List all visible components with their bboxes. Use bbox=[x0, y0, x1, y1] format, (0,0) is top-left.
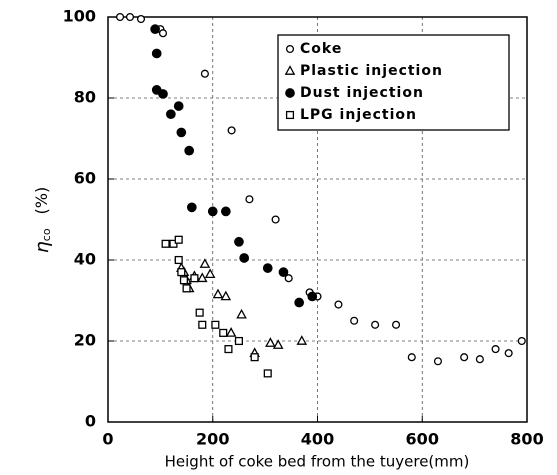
point bbox=[517, 336, 526, 346]
point bbox=[204, 268, 216, 279]
point bbox=[158, 29, 168, 38]
point bbox=[284, 274, 293, 283]
point bbox=[115, 12, 125, 22]
point bbox=[177, 268, 186, 277]
legend-box bbox=[277, 34, 510, 131]
point bbox=[200, 69, 209, 78]
point bbox=[186, 202, 197, 213]
point bbox=[407, 353, 416, 362]
point bbox=[219, 328, 228, 337]
point bbox=[211, 320, 220, 329]
point bbox=[184, 145, 195, 156]
x-tick-label: 0 bbox=[102, 430, 113, 449]
point bbox=[220, 206, 231, 217]
legend-marker bbox=[285, 88, 295, 98]
point bbox=[224, 345, 233, 354]
point bbox=[212, 288, 224, 299]
x-tick-label: 400 bbox=[301, 430, 334, 449]
point bbox=[234, 236, 244, 247]
point bbox=[504, 349, 513, 358]
point bbox=[161, 239, 170, 248]
point bbox=[433, 357, 443, 366]
plot-frame bbox=[107, 16, 528, 423]
point bbox=[460, 353, 469, 362]
y-tick-label: 20 bbox=[74, 331, 96, 350]
point bbox=[227, 126, 236, 135]
point bbox=[199, 258, 211, 268]
legend-label: Dust injection bbox=[300, 85, 424, 101]
point bbox=[278, 267, 289, 277]
point bbox=[272, 339, 284, 349]
y-tick-label: 60 bbox=[74, 169, 96, 188]
point bbox=[491, 345, 500, 354]
point bbox=[234, 336, 243, 346]
point bbox=[198, 320, 207, 329]
point bbox=[150, 24, 160, 35]
legend-label: LPG injection bbox=[300, 107, 417, 123]
point bbox=[294, 297, 305, 308]
point bbox=[475, 355, 484, 364]
point bbox=[265, 337, 276, 347]
y-tick-label: 40 bbox=[74, 250, 96, 269]
point bbox=[350, 316, 359, 325]
point bbox=[190, 274, 199, 283]
point bbox=[236, 308, 247, 319]
legend-label: Coke bbox=[300, 41, 342, 57]
x-axis-label: Height of coke bed from the tuyere(mm) bbox=[165, 453, 470, 471]
point bbox=[271, 215, 280, 224]
y-label-unit: (%) bbox=[32, 187, 51, 215]
point bbox=[195, 308, 204, 317]
y-axis-label: ηco (%) bbox=[31, 187, 54, 254]
point bbox=[166, 109, 176, 120]
legend-marker bbox=[284, 65, 296, 75]
point bbox=[250, 353, 259, 362]
point bbox=[245, 195, 254, 204]
point bbox=[239, 253, 250, 263]
point bbox=[176, 127, 187, 138]
point bbox=[174, 235, 183, 244]
point bbox=[158, 89, 168, 99]
point bbox=[179, 276, 188, 285]
y-label-symbol: η bbox=[31, 241, 53, 253]
y-tick-label: 100 bbox=[63, 7, 96, 26]
point bbox=[125, 12, 135, 22]
y-label-subscript: co bbox=[40, 228, 53, 241]
legend-marker bbox=[285, 110, 295, 120]
point bbox=[196, 272, 208, 283]
x-tick-label: 200 bbox=[196, 430, 229, 449]
point bbox=[182, 284, 191, 293]
legend-label: Plastic injection bbox=[300, 63, 443, 79]
point bbox=[173, 101, 184, 111]
point bbox=[207, 206, 218, 217]
point bbox=[334, 300, 343, 309]
point bbox=[151, 48, 162, 59]
point bbox=[174, 255, 183, 265]
y-tick-label: 80 bbox=[74, 88, 96, 107]
point bbox=[307, 291, 318, 302]
point bbox=[220, 290, 232, 301]
x-tick-label: 800 bbox=[510, 430, 543, 449]
point bbox=[296, 335, 308, 345]
point bbox=[262, 263, 273, 273]
point bbox=[371, 320, 380, 329]
x-tick-label: 600 bbox=[406, 430, 439, 449]
point bbox=[225, 327, 237, 337]
point bbox=[392, 320, 401, 329]
y-tick-label: 0 bbox=[85, 412, 96, 431]
point bbox=[263, 369, 272, 378]
legend-marker bbox=[285, 44, 295, 54]
point bbox=[136, 14, 146, 24]
